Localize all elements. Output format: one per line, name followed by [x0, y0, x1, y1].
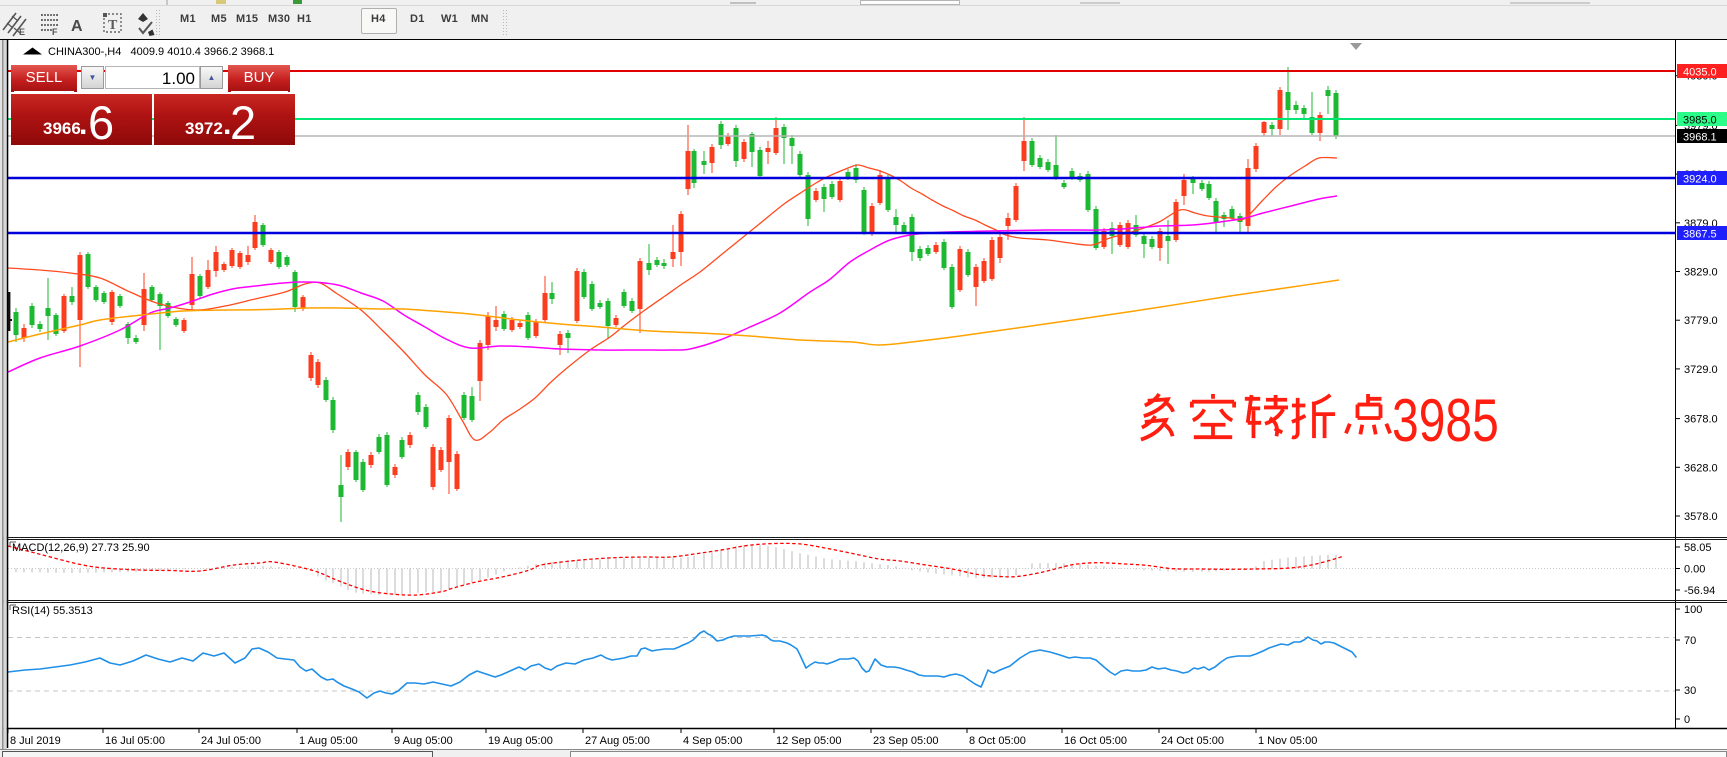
svg-text:0.00: 0.00 — [1684, 564, 1705, 576]
svg-text:30: 30 — [1684, 685, 1696, 697]
svg-text:8 Oct 05:00: 8 Oct 05:00 — [969, 735, 1026, 747]
svg-text:3968.1: 3968.1 — [1683, 132, 1717, 144]
svg-text:3779.0: 3779.0 — [1684, 315, 1718, 327]
svg-text:3578.0: 3578.0 — [1684, 511, 1718, 523]
svg-text:27 Aug 05:00: 27 Aug 05:00 — [585, 735, 650, 747]
svg-text:3628.0: 3628.0 — [1684, 462, 1718, 474]
svg-text:3729.0: 3729.0 — [1684, 364, 1718, 376]
svg-text:3829.0: 3829.0 — [1684, 267, 1718, 279]
svg-text:4035.0: 4035.0 — [1683, 67, 1717, 79]
svg-text:8 Jul 2019: 8 Jul 2019 — [10, 735, 61, 747]
svg-text:70: 70 — [1684, 635, 1696, 647]
svg-text:E: E — [19, 27, 25, 37]
svg-text:4 Sep 05:00: 4 Sep 05:00 — [683, 735, 742, 747]
svg-text:MACD(12,26,9) 27.73 25.90: MACD(12,26,9) 27.73 25.90 — [12, 542, 150, 554]
svg-text:23 Sep 05:00: 23 Sep 05:00 — [873, 735, 938, 747]
svg-text:RSI(14) 55.3513: RSI(14) 55.3513 — [12, 605, 93, 617]
svg-text:3678.0: 3678.0 — [1684, 414, 1718, 426]
svg-text:16 Oct 05:00: 16 Oct 05:00 — [1064, 735, 1127, 747]
svg-text:9 Aug 05:00: 9 Aug 05:00 — [394, 735, 453, 747]
svg-text:24 Jul 05:00: 24 Jul 05:00 — [201, 735, 261, 747]
svg-text:19 Aug 05:00: 19 Aug 05:00 — [488, 735, 553, 747]
svg-text:100: 100 — [1684, 604, 1702, 616]
svg-text:16 Jul 05:00: 16 Jul 05:00 — [105, 735, 165, 747]
svg-text:3867.5: 3867.5 — [1683, 229, 1717, 241]
svg-text:24 Oct 05:00: 24 Oct 05:00 — [1161, 735, 1224, 747]
svg-text:F: F — [52, 27, 58, 37]
svg-text:CHINA300-,H4 4009.9 4010.4 3: CHINA300-,H4 4009.9 4010.4 3966.2 3968.1 — [48, 46, 274, 58]
svg-text:3924.0: 3924.0 — [1683, 174, 1717, 186]
svg-text:3985.0: 3985.0 — [1683, 115, 1717, 127]
svg-text:0: 0 — [1684, 714, 1690, 726]
svg-text:T: T — [108, 18, 118, 33]
svg-text:1 Aug 05:00: 1 Aug 05:00 — [299, 735, 358, 747]
svg-text:-56.94: -56.94 — [1684, 585, 1715, 597]
svg-text:A: A — [71, 18, 83, 35]
svg-text:1 Nov 05:00: 1 Nov 05:00 — [1258, 735, 1317, 747]
svg-text:12 Sep 05:00: 12 Sep 05:00 — [776, 735, 841, 747]
svg-text:58.05: 58.05 — [1684, 542, 1712, 554]
svg-text:3985: 3985 — [1392, 387, 1499, 454]
